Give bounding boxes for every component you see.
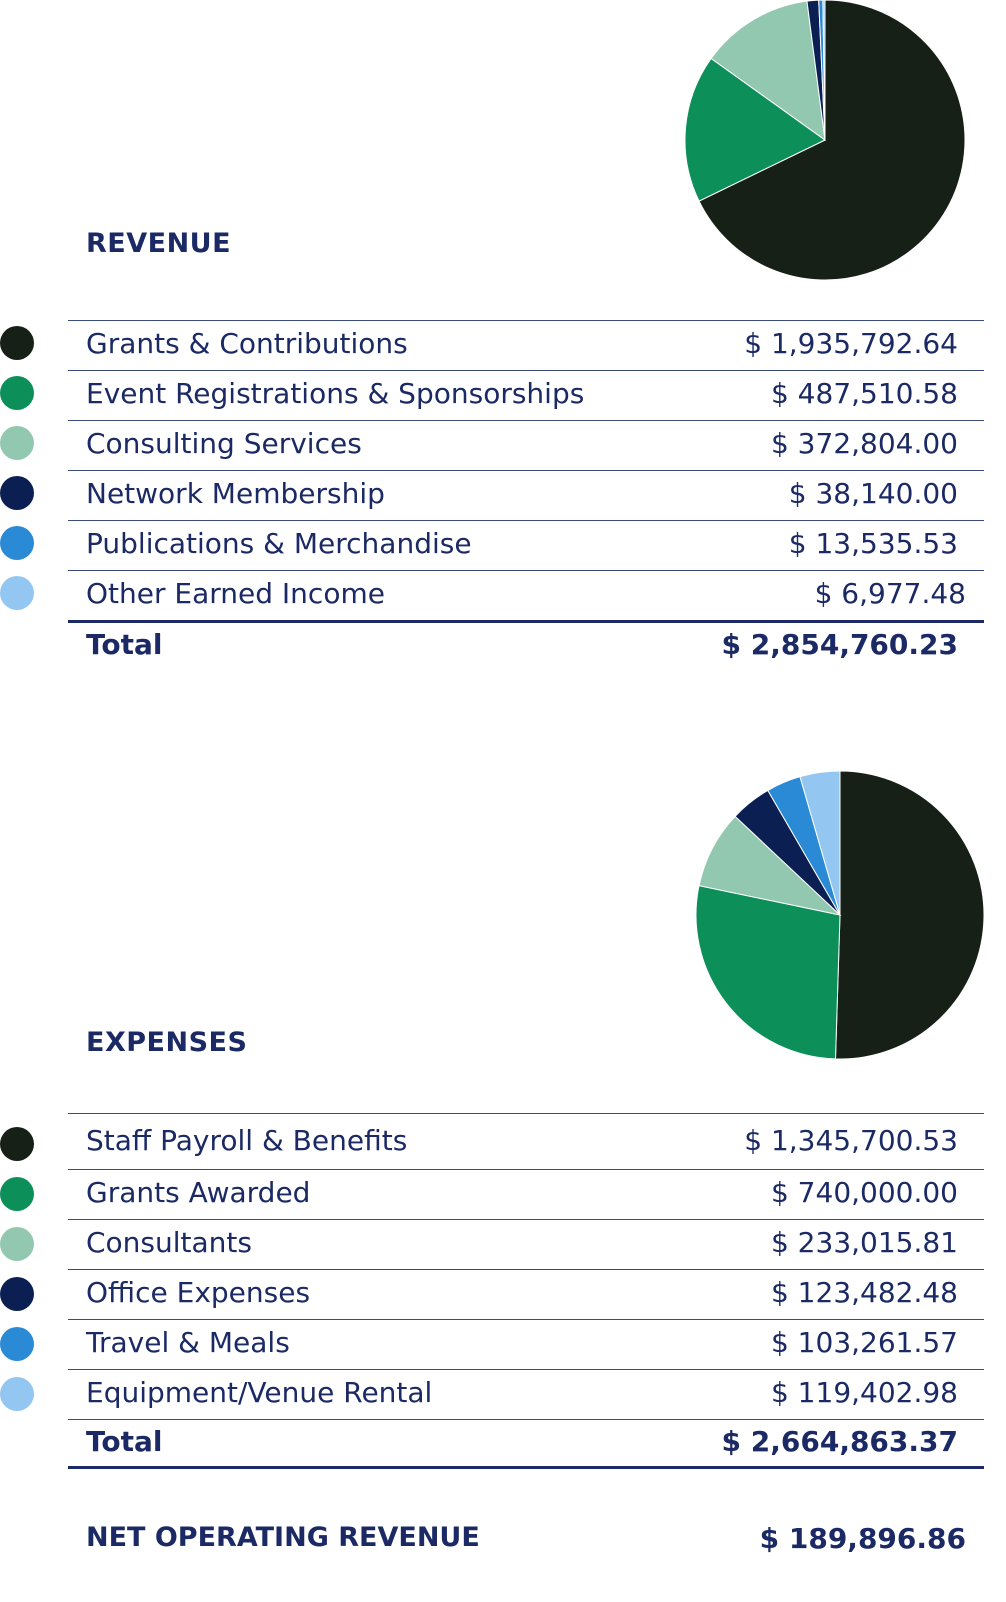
table-row: Staff Payroll & Benefits $ 1,345,700.53 — [68, 1113, 984, 1169]
net-label: NET OPERATING REVENUE — [86, 1522, 480, 1553]
expenses-row-value: $ 740,000.00 — [770, 1176, 958, 1209]
expenses-row-value: $ 233,015.81 — [770, 1226, 958, 1259]
expenses-row-value: $ 1,345,700.53 — [744, 1124, 958, 1157]
expenses-legend-dot-5 — [0, 1327, 34, 1361]
table-row: Consultants $ 233,015.81 — [68, 1219, 984, 1269]
table-row: Office Expenses $ 123,482.48 — [68, 1269, 984, 1319]
net-operating-revenue: NET OPERATING REVENUE $ 189,896.86 — [86, 1522, 966, 1566]
expenses-legend-dot-3 — [0, 1227, 34, 1261]
expenses-total-row: Total $ 2,664,863.37 — [68, 1419, 984, 1469]
revenue-pie-slice-1 — [698, 0, 966, 281]
table-row: Network Membership $ 38,140.00 — [68, 470, 984, 520]
revenue-table: Grants & Contributions $ 1,935,792.64 Ev… — [68, 320, 984, 670]
revenue-legend-dot-2 — [0, 376, 34, 410]
expenses-row-value: $ 103,261.57 — [770, 1326, 958, 1359]
revenue-row-value: $ 13,535.53 — [788, 527, 958, 560]
expenses-total-value: $ 2,664,863.37 — [721, 1425, 958, 1458]
revenue-legend-dot-4 — [0, 476, 34, 510]
table-row: Grants Awarded $ 740,000.00 — [68, 1169, 984, 1219]
revenue-row-label: Publications & Merchandise — [86, 527, 472, 560]
table-row: Consulting Services $ 372,804.00 — [68, 420, 984, 470]
revenue-pie-chart — [684, 0, 966, 281]
expenses-total-label: Total — [86, 1425, 163, 1458]
expenses-row-label: Equipment/Venue Rental — [86, 1376, 433, 1409]
revenue-legend-dot-1 — [0, 326, 34, 360]
table-row: Travel & Meals $ 103,261.57 — [68, 1319, 984, 1369]
revenue-row-label: Other Earned Income — [86, 577, 385, 610]
revenue-legend-dot-3 — [0, 426, 34, 460]
table-row: Grants & Contributions $ 1,935,792.64 — [68, 320, 984, 370]
revenue-row-value: $ 6,977.48 — [814, 577, 966, 610]
expenses-legend-dot-2 — [0, 1177, 34, 1211]
expenses-table: Staff Payroll & Benefits $ 1,345,700.53 … — [68, 1113, 984, 1469]
expenses-title: EXPENSES — [86, 1027, 248, 1058]
net-value: $ 189,896.86 — [759, 1522, 966, 1555]
expenses-legend-dot-1 — [0, 1127, 34, 1161]
revenue-legend-dot-5 — [0, 526, 34, 560]
revenue-row-value: $ 1,935,792.64 — [744, 327, 958, 360]
expenses-row-value: $ 123,482.48 — [770, 1276, 958, 1309]
revenue-total-value: $ 2,854,760.23 — [721, 628, 958, 661]
revenue-title: REVENUE — [86, 228, 232, 259]
expenses-row-value: $ 119,402.98 — [770, 1376, 958, 1409]
expenses-row-label: Office Expenses — [86, 1276, 311, 1309]
revenue-row-value: $ 487,510.58 — [770, 377, 958, 410]
table-row: Equipment/Venue Rental $ 119,402.98 — [68, 1369, 984, 1419]
revenue-pie-slice-6 — [822, 0, 826, 141]
expenses-row-label: Travel & Meals — [86, 1326, 290, 1359]
expenses-pie-chart — [695, 770, 985, 1060]
expenses-row-label: Grants Awarded — [86, 1176, 311, 1209]
table-row: Publications & Merchandise $ 13,535.53 — [68, 520, 984, 570]
revenue-total-label: Total — [86, 628, 163, 661]
table-row: Event Registrations & Sponsorships $ 487… — [68, 370, 984, 420]
revenue-row-value: $ 38,140.00 — [788, 477, 958, 510]
expenses-legend-dot-4 — [0, 1277, 34, 1311]
table-row: Other Earned Income $ 6,977.48 — [68, 570, 984, 620]
revenue-legend-dot-6 — [0, 576, 34, 610]
revenue-row-label: Consulting Services — [86, 427, 362, 460]
expenses-pie-slice-1 — [834, 770, 985, 1060]
revenue-row-value: $ 372,804.00 — [770, 427, 958, 460]
expenses-row-label: Consultants — [86, 1226, 252, 1259]
revenue-pie-slice-2 — [684, 57, 826, 202]
revenue-row-label: Event Registrations & Sponsorships — [86, 377, 585, 410]
revenue-row-label: Network Membership — [86, 477, 385, 510]
expenses-row-label: Staff Payroll & Benefits — [86, 1124, 408, 1157]
expenses-pie-slice-2 — [695, 885, 841, 1060]
expenses-pie-slice-6 — [799, 770, 841, 916]
revenue-pie-slice-3 — [710, 0, 826, 142]
revenue-total-row: Total $ 2,854,760.23 — [68, 620, 984, 670]
revenue-row-label: Grants & Contributions — [86, 327, 408, 360]
expenses-legend-dot-6 — [0, 1377, 34, 1411]
